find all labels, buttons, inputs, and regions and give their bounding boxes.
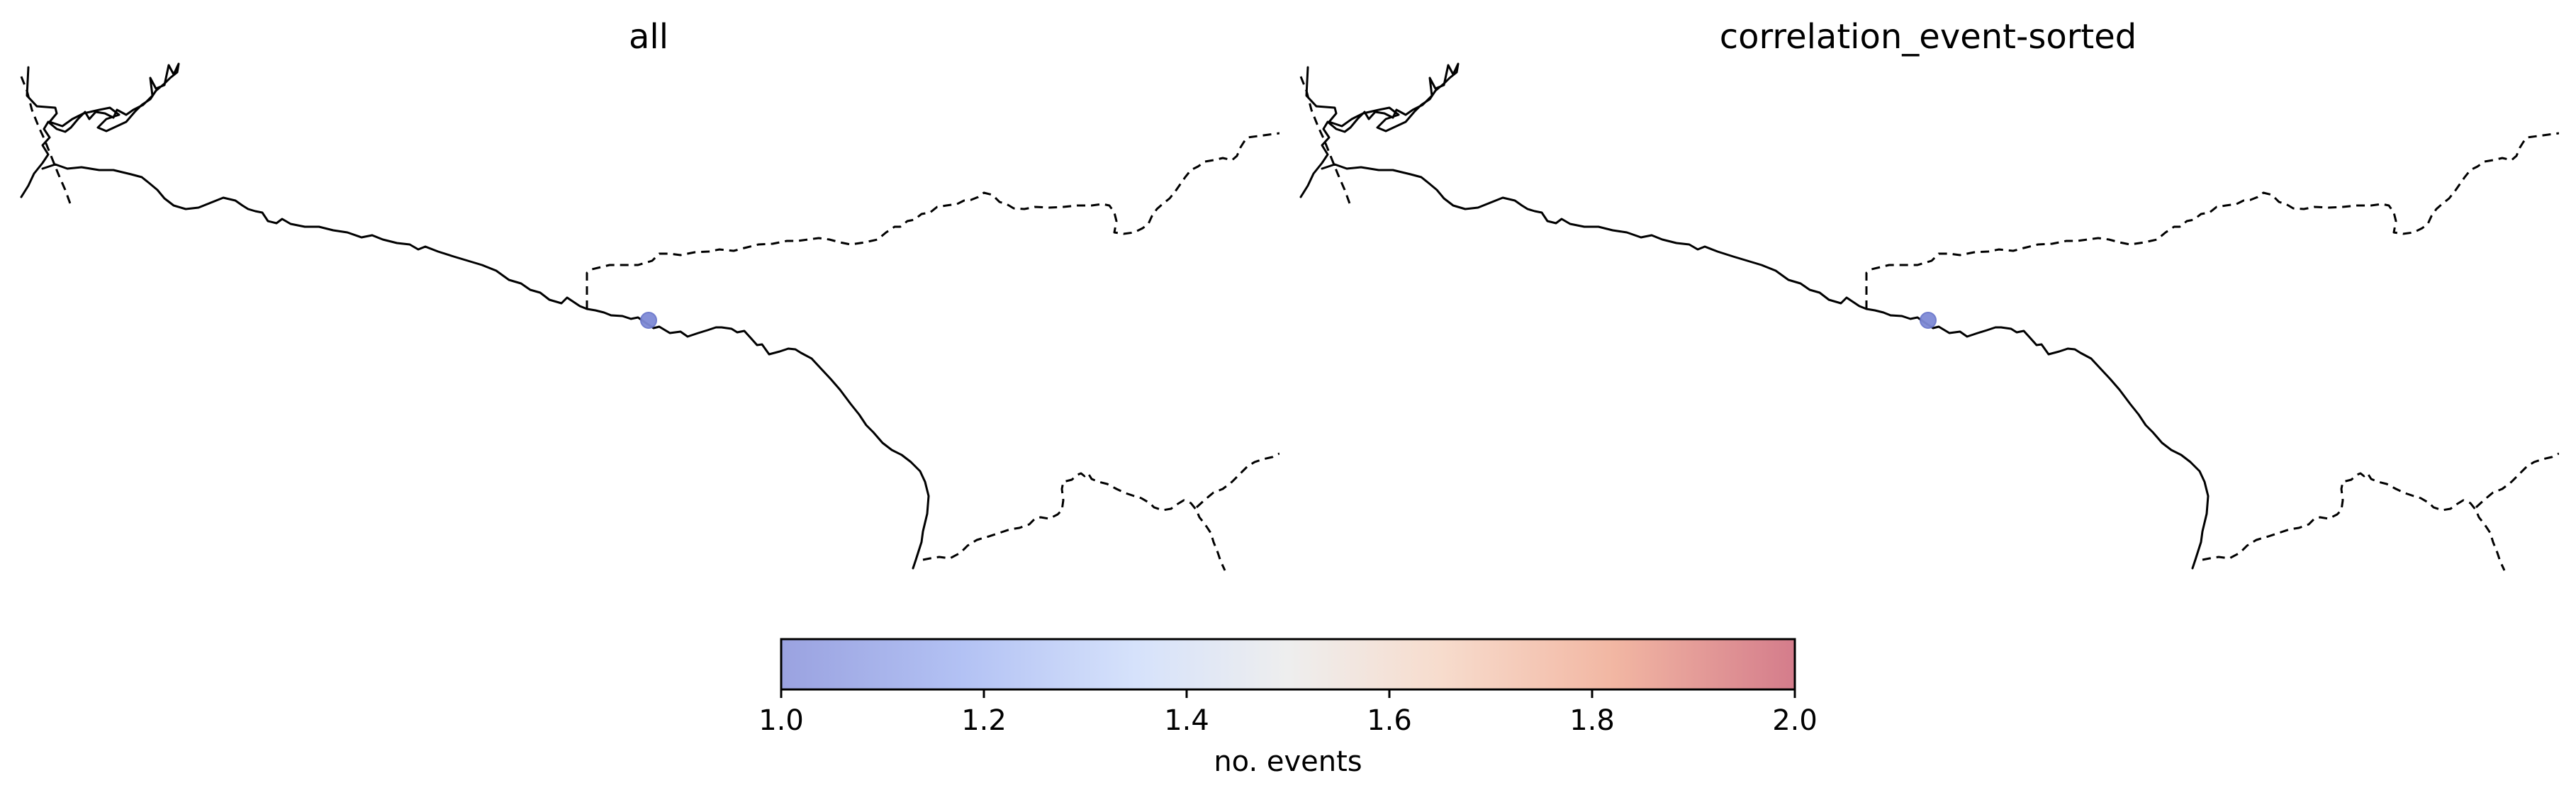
panel-title-right: correlation_event-sorted [1720, 17, 2137, 57]
colorbar-label: no. events [1214, 745, 1362, 778]
colorbar-tick-label: 1.4 [1164, 704, 1209, 737]
panel-title-left: all [629, 17, 668, 57]
colorbar-tick-label: 1.0 [758, 704, 804, 737]
colorbar-ticks: 1.0 1.2 1.4 1.6 1.8 2.0 [758, 689, 1818, 737]
colorbar-tick-label: 1.6 [1367, 704, 1412, 737]
map-panel-right: correlation_event-sorted [1299, 17, 2559, 572]
map-panel-left: all [20, 17, 1279, 572]
colorbar-tick-label: 1.2 [961, 704, 1007, 737]
colorbar-tick-label: 2.0 [1772, 704, 1818, 737]
colorbar-tick-label: 1.8 [1569, 704, 1615, 737]
colorbar: 1.0 1.2 1.4 1.6 1.8 2.0 no. events [758, 638, 1818, 778]
event-marker [640, 312, 657, 329]
event-marker [1920, 312, 1937, 329]
colorbar-gradient [780, 638, 1796, 691]
